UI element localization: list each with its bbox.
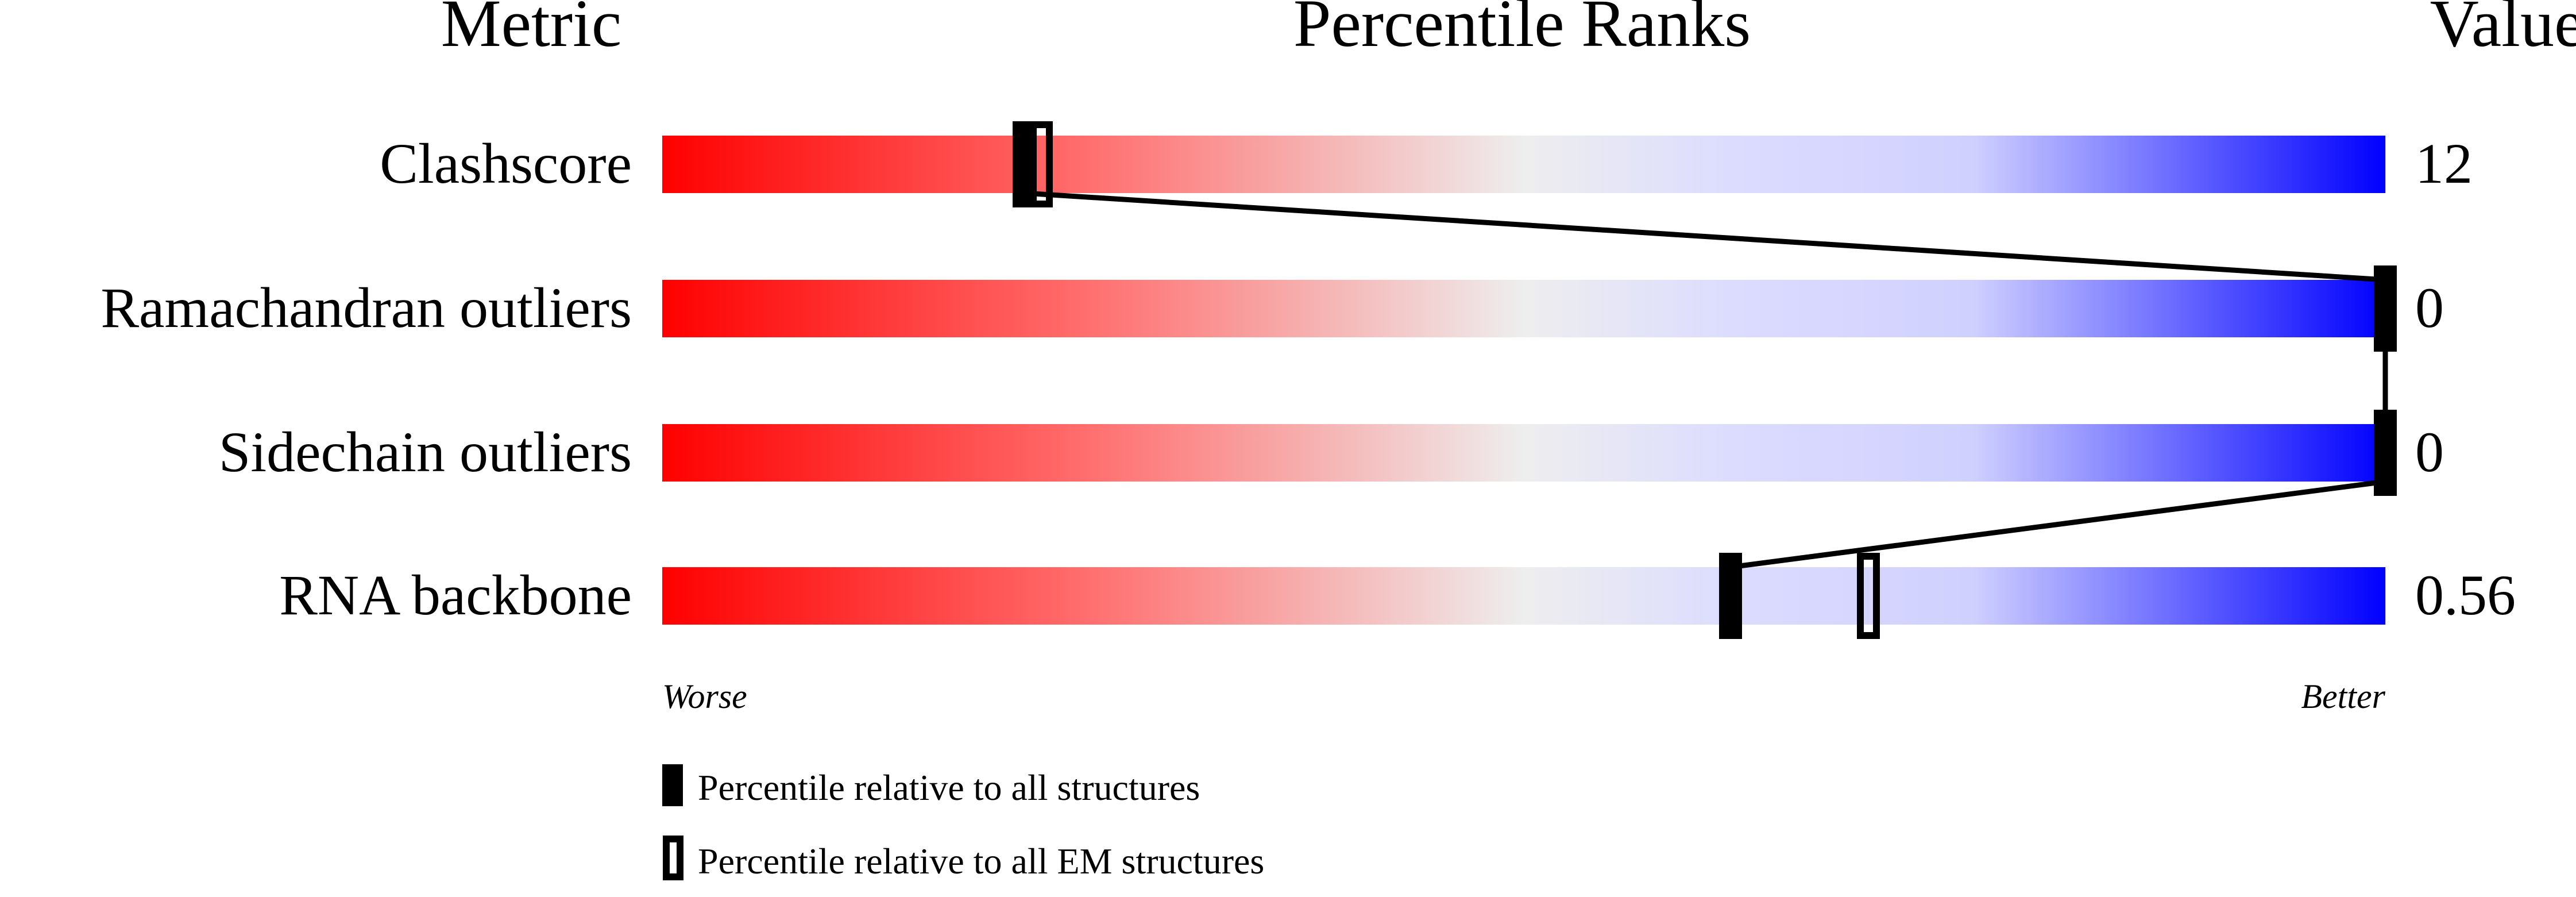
percentile-bar	[662, 424, 2385, 482]
axis-label-worse: Worse	[662, 677, 747, 715]
legend-label-all: Percentile relative to all structures	[698, 767, 1200, 808]
header-metric: Metric	[441, 0, 622, 61]
metric-label: Sidechain outliers	[219, 420, 632, 484]
legend-open-marker-icon	[663, 836, 683, 880]
all-percentile-marker	[2374, 410, 2397, 496]
metric-value: 0.56	[2415, 563, 2516, 627]
all-percentile-marker	[2374, 265, 2397, 352]
connector-line	[1024, 190, 2386, 283]
percentile-bar	[662, 280, 2385, 337]
metric-label: Ramachandran outliers	[101, 276, 632, 340]
metric-value: 12	[2415, 132, 2473, 195]
metric-value: 0	[2415, 276, 2444, 340]
legend-filled-marker-icon	[662, 764, 683, 806]
all-percentile-marker	[1719, 553, 1742, 639]
connector-line	[1730, 479, 2386, 570]
header-percentile-ranks: Percentile Ranks	[1293, 0, 1751, 61]
connector-lines	[1024, 190, 2388, 570]
header-value: Value	[2430, 0, 2576, 61]
metric-value: 0	[2415, 420, 2444, 484]
metric-label: RNA backbone	[279, 563, 632, 627]
percentile-bar	[662, 136, 2385, 193]
legend-label-em: Percentile relative to all EM structures	[698, 841, 1264, 881]
metric-rows: Clashscore 12 Ramachandran outliers 0 Sidech…	[101, 132, 2516, 627]
axis-label-better: Better	[2301, 677, 2385, 715]
percentile-bar	[662, 567, 2385, 625]
percentile-markers	[1013, 121, 2397, 639]
metric-label: Clashscore	[380, 132, 632, 195]
em-percentile-marker	[1857, 553, 1880, 639]
all-percentile-marker	[1013, 121, 1036, 207]
